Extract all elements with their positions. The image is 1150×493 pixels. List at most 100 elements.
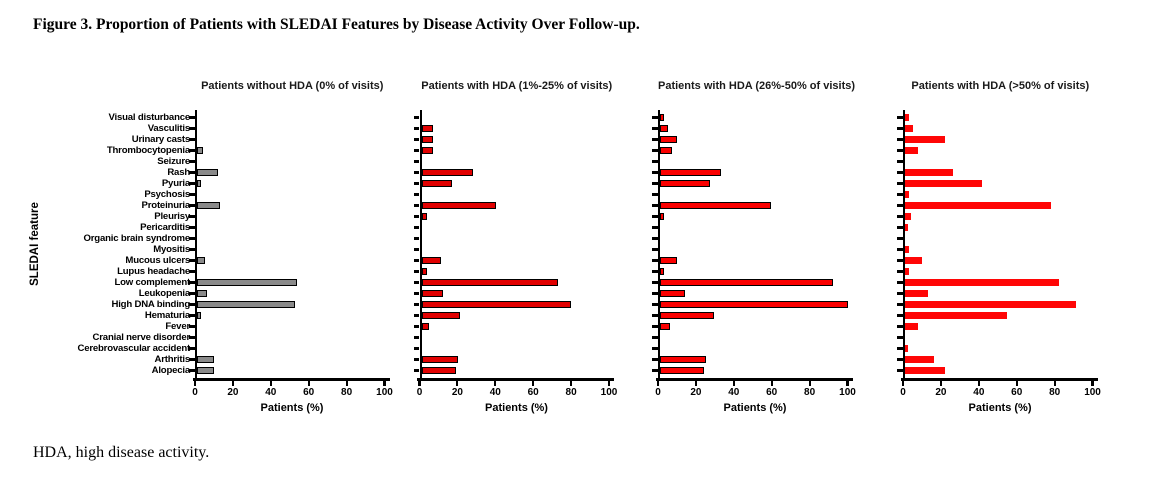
y-axis-tick: [897, 215, 903, 218]
plot-area: [413, 110, 614, 378]
y-axis-tick: [189, 204, 195, 207]
bar: [197, 180, 201, 187]
y-axis-tick: [652, 281, 658, 284]
y-axis-tick: [652, 347, 658, 350]
chart-panel: Patients with HDA (1%-25% of visits) 0 20 4…: [413, 80, 617, 418]
x-axis-tick: [656, 380, 660, 386]
y-axis-tick: [413, 369, 419, 372]
x-axis-tick: [307, 380, 310, 386]
bar: [905, 191, 909, 198]
category-label: Vasculitis: [147, 123, 190, 134]
bar: [905, 290, 929, 297]
category-label: Arthritis: [154, 354, 190, 365]
x-axis: 0 20 40 60 80 100 Patients (%): [417, 378, 617, 418]
y-axis-tick: [652, 248, 658, 251]
bar: [660, 114, 664, 121]
x-tick-label: 100: [600, 387, 618, 398]
y-axis-tick: [652, 160, 658, 163]
y-axis-tick: [189, 347, 195, 350]
y-axis-tick: [189, 160, 195, 163]
bar: [421, 367, 457, 374]
y-axis-tick: [189, 215, 195, 218]
x-axis: 0 20 40 60 80 100 Patients (%): [655, 378, 856, 418]
y-axis-tick: [413, 325, 419, 328]
y-axis-tick: [413, 248, 419, 251]
y-axis-tick: [652, 171, 658, 174]
bar: [660, 290, 685, 297]
x-axis-tick: [1015, 380, 1018, 386]
bar: [421, 356, 458, 363]
category-label: Visual disturbance: [108, 112, 190, 123]
y-axis-tick: [189, 314, 195, 317]
bar: [197, 290, 207, 297]
y-axis-tick: [413, 347, 419, 350]
x-axis-title: Patients (%): [968, 402, 1032, 414]
y-axis-tick: [897, 292, 903, 295]
bar: [905, 246, 909, 253]
y-axis-tick: [897, 149, 903, 152]
y-axis-tick: [189, 281, 195, 284]
category-labels-column: Visual disturbance Vasculitis Urinary cast…: [50, 112, 195, 376]
bar: [905, 125, 913, 132]
bar: [197, 356, 215, 363]
category-label: Thrombocytopenia: [106, 145, 190, 156]
bar: [905, 147, 919, 154]
y-axis-tick: [652, 116, 658, 119]
bar: [905, 323, 919, 330]
y-axis-tick: [897, 347, 903, 350]
category-label: Pyuria: [161, 178, 190, 189]
bar: [421, 323, 430, 330]
bar: [421, 268, 428, 275]
y-axis-title: SLEDAI feature: [29, 202, 41, 286]
x-axis-tick: [494, 380, 497, 386]
bar: [421, 301, 572, 308]
bar: [421, 136, 434, 143]
bar: [421, 147, 434, 154]
y-axis-tick: [189, 182, 195, 185]
y-axis-tick: [652, 325, 658, 328]
chart-panel: Patients with HDA (26%-50% of visits) 0 20…: [652, 80, 856, 418]
y-axis-tick: [413, 204, 419, 207]
y-axis-tick: [897, 325, 903, 328]
bar: [197, 367, 215, 374]
x-tick-label: 0: [900, 387, 906, 398]
y-axis-tick: [413, 171, 419, 174]
y-axis-tick: [413, 116, 419, 119]
x-axis-tick: [1091, 380, 1094, 386]
bar: [660, 180, 710, 187]
bar: [197, 301, 295, 308]
charts-area: SLEDAI feature Visual disturbance Vasculi…: [20, 80, 1101, 418]
x-tick-label: 80: [804, 387, 816, 398]
category-label: Hematuria: [144, 310, 190, 321]
bar: [421, 279, 558, 286]
y-axis-tick: [189, 237, 195, 240]
bar: [660, 323, 670, 330]
plot-area: [189, 110, 389, 378]
category-label: High DNA binding: [111, 299, 190, 310]
bar: [905, 356, 934, 363]
x-axis-tick: [193, 380, 197, 386]
y-axis-tick: [652, 193, 658, 196]
y-axis-tick: [897, 358, 903, 361]
bar: [197, 147, 203, 154]
y-axis-tick: [897, 204, 903, 207]
x-tick-label: 20: [690, 387, 702, 398]
category-label: Pericarditis: [140, 222, 190, 233]
bar: [905, 202, 1051, 209]
x-axis-tick: [570, 380, 573, 386]
y-axis-tick: [897, 270, 903, 273]
y-axis-tick: [652, 314, 658, 317]
plot-area: [652, 110, 852, 378]
bar: [421, 290, 443, 297]
bar: [660, 312, 714, 319]
x-tick-label: 100: [376, 387, 393, 398]
bar: [905, 268, 909, 275]
bar: [905, 180, 982, 187]
y-axis-tick: [897, 116, 903, 119]
x-tick-label: 100: [1084, 387, 1101, 398]
y-axis-tick: [189, 226, 195, 229]
x-axis-tick: [808, 380, 811, 386]
category-label: Mucous ulcers: [125, 255, 190, 266]
category-label: Proteinuria: [141, 200, 191, 211]
bar: [660, 367, 705, 374]
